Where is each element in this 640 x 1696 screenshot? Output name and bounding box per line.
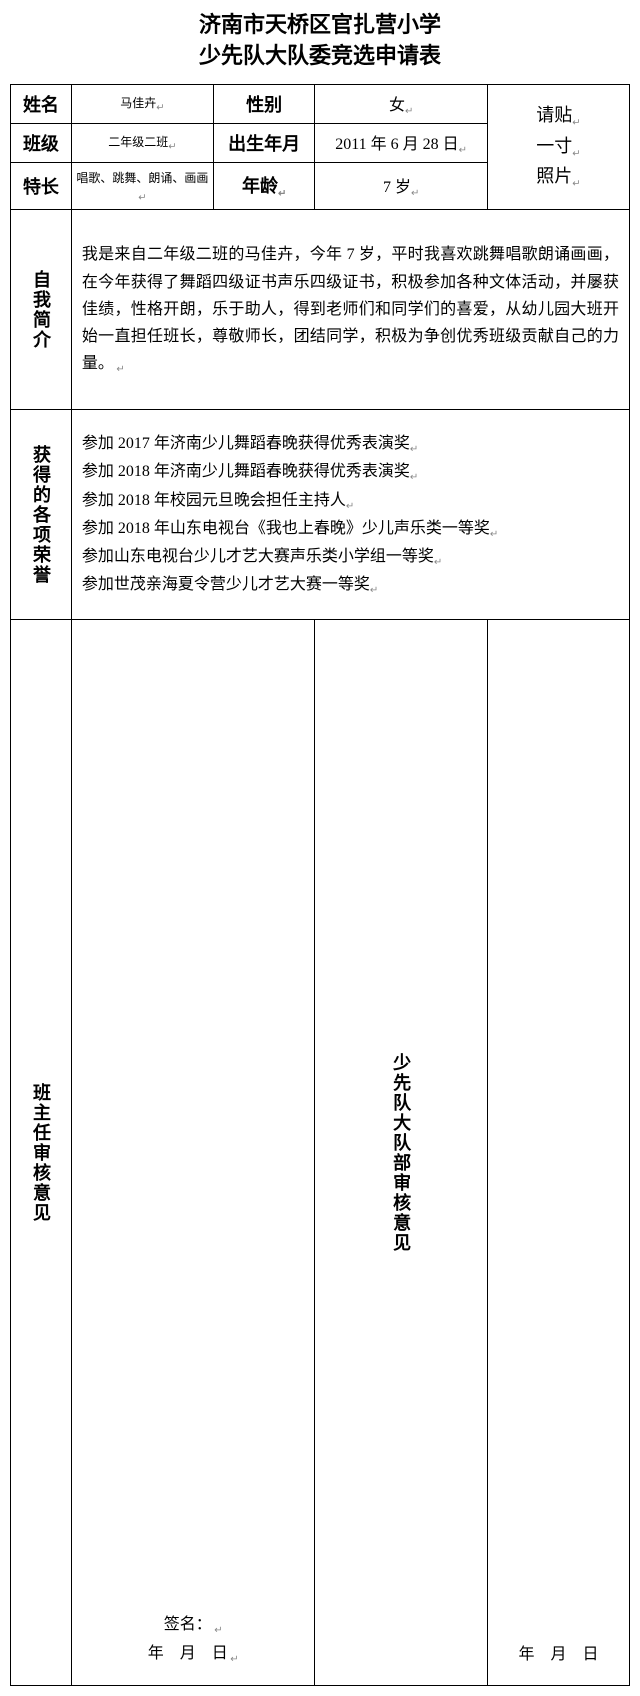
- label-name: 姓名: [11, 84, 72, 123]
- label-class: 班级: [11, 123, 72, 162]
- label-teacher-review: 班主任审核意见: [11, 620, 72, 1686]
- label-gender: 性别: [213, 84, 314, 123]
- label-specialty: 特长: [11, 162, 72, 209]
- label-intro: 自我简介: [11, 210, 72, 410]
- honors-line: 参加 2017 年济南少儿舞蹈春晚获得优秀表演奖↵: [82, 430, 619, 458]
- teacher-review-box: 签名： ↵ 年 月 日 ↵: [71, 620, 315, 1686]
- label-brigade-review: 少先队大队部审核意见: [315, 620, 488, 1686]
- label-birth: 出生年月: [213, 123, 314, 162]
- application-form-table: 姓名 马佳卉↵ 性别 女↵ 请贴↵ 一寸↵ 照片↵ 班级 二年级二班↵ 出生年月…: [10, 84, 630, 1687]
- label-age: 年龄↵: [213, 162, 314, 209]
- title-line-2: 少先队大队委竞选申请表: [10, 41, 630, 72]
- value-class: 二年级二班↵: [71, 123, 213, 162]
- label-honors: 获得的各项荣誉: [11, 410, 72, 620]
- value-gender: 女↵: [315, 84, 488, 123]
- value-birth: 2011 年 6 月 28 日↵: [315, 123, 488, 162]
- value-specialty: 唱歌、跳舞、朗诵、画画↵: [71, 162, 213, 209]
- intro-text: 我是来自二年级二班的马佳卉，今年 7 岁，平时我喜欢跳舞唱歌朗诵画画，在今年获得…: [71, 210, 629, 410]
- title-line-1: 济南市天桥区官扎营小学: [10, 10, 630, 41]
- honors-list: 参加 2017 年济南少儿舞蹈春晚获得优秀表演奖↵ 参加 2018 年济南少儿舞…: [71, 410, 629, 620]
- honors-line: 参加世茂亲海夏令营少儿才艺大赛一等奖↵: [82, 571, 619, 599]
- honors-line: 参加 2018 年校园元旦晚会担任主持人↵: [82, 487, 619, 515]
- value-age: 7 岁↵: [315, 162, 488, 209]
- photo-placeholder: 请贴↵ 一寸↵ 照片↵: [487, 84, 629, 210]
- honors-line: 参加 2018 年济南少儿舞蹈春晚获得优秀表演奖↵: [82, 458, 619, 486]
- brigade-review-box: 年 月 日: [487, 620, 629, 1686]
- value-name: 马佳卉↵: [71, 84, 213, 123]
- honors-line: 参加山东电视台少儿才艺大赛声乐类小学组一等奖↵: [82, 543, 619, 571]
- honors-line: 参加 2018 年山东电视台《我也上春晚》少儿声乐类一等奖↵: [82, 515, 619, 543]
